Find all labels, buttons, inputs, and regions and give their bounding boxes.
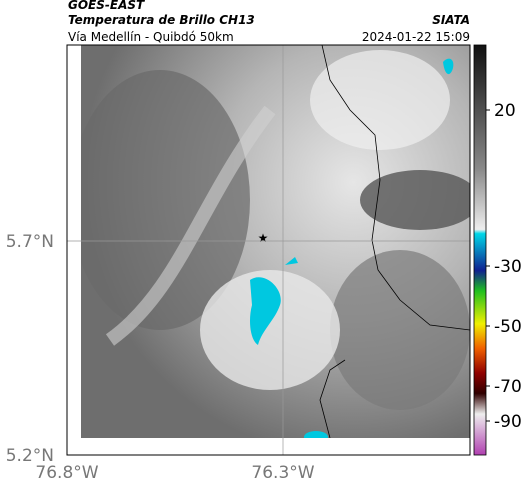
map-frame xyxy=(66,44,471,456)
lon-label: 76.8°W xyxy=(35,463,98,483)
datetime: 2024-01-22 15:09 xyxy=(362,30,470,44)
satellite: GOES-EAST xyxy=(68,0,145,12)
colorbar-ticks: 20 -30 -50 -70 -90 xyxy=(486,101,522,432)
colorbar-tick-label: -30 xyxy=(494,257,522,277)
colorbar-tick-label: -90 xyxy=(494,412,522,432)
svg-text:★: ★ xyxy=(258,231,269,245)
route: Vía Medellín - Quibdó 50km xyxy=(68,30,234,44)
source: SIATA xyxy=(432,13,470,27)
colorbar xyxy=(473,44,487,456)
colorbar-tick-label: 20 xyxy=(494,101,516,121)
colorbar-tick-label: -70 xyxy=(494,377,522,397)
lat-label: 5.7°N xyxy=(6,232,54,252)
lat-label: 5.2°N xyxy=(6,446,54,466)
colorbar-tick-label: -50 xyxy=(494,317,522,337)
lon-label: 76.3°W xyxy=(251,463,314,483)
satellite-image: ★ xyxy=(81,45,470,438)
product: Temperatura de Brillo CH13 xyxy=(68,13,255,27)
